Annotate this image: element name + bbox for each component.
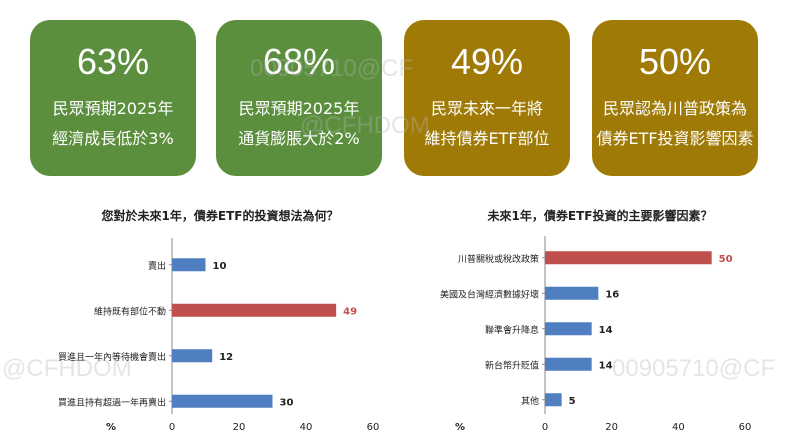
bar <box>545 322 592 336</box>
stat-value: 68% <box>262 41 336 82</box>
stat-label-line1: 民眾認為川普政策為 <box>602 99 747 118</box>
category-label: 維持既有部位不動 <box>94 305 166 317</box>
bar <box>545 251 712 265</box>
bar <box>172 394 273 408</box>
data-label: 50 <box>719 254 733 265</box>
x-tick-label: 40 <box>672 422 685 433</box>
x-tick-label: 0 <box>169 422 175 433</box>
stat-label-line2: 維持債券ETF部位 <box>424 129 550 148</box>
stat-label-line2: 通貨膨脹大於2% <box>238 129 360 148</box>
stat-card-4: 50% 民眾認為川普政策為 債券ETF投資影響因素 <box>592 20 758 176</box>
category-label: 美國及台灣經濟數據好壞 <box>440 288 539 300</box>
category-label: 買進且持有超過一年再賣出 <box>58 396 166 408</box>
x-tick-label: 20 <box>233 422 246 433</box>
stat-value: 63% <box>76 41 150 82</box>
category-label: 買進且一年內等待機會賣出 <box>58 351 166 363</box>
x-tick-label: 40 <box>300 422 313 433</box>
category-label: 其他 <box>521 395 539 407</box>
stat-label-line2: 經濟成長低於3% <box>52 129 174 148</box>
data-label: 14 <box>599 325 613 336</box>
data-label: 12 <box>219 352 233 363</box>
category-label: 賣出 <box>148 260 166 272</box>
x-tick-label: 60 <box>367 422 380 433</box>
chart-1-title: 您對於未來1年，債券ETF的投資想法為何？ <box>101 209 339 223</box>
x-axis-label: % <box>106 422 116 433</box>
stat-label-line2: 債券ETF投資影響因素 <box>596 129 754 148</box>
category-label: 新台幣升貶值 <box>485 359 539 371</box>
data-label: 16 <box>605 289 619 300</box>
data-label: 14 <box>599 360 613 371</box>
bar <box>172 303 337 317</box>
stat-value: 50% <box>638 41 712 82</box>
stat-label-line1: 民眾預期2025年 <box>52 99 174 118</box>
bar <box>172 349 213 363</box>
stat-label-line1: 民眾預期2025年 <box>238 99 360 118</box>
data-label: 5 <box>569 396 576 407</box>
x-tick-label: 20 <box>605 422 618 433</box>
stat-value: 49% <box>450 41 524 82</box>
category-label: 聯準會升降息 <box>485 324 539 336</box>
bar <box>172 258 206 272</box>
chart-1: 賣出 10 維持既有部位不動 49 買進且一年內等待機會賣出 12 買進且持有超過一年再賣出… <box>58 238 380 433</box>
stat-label-line1: 民眾未來一年將 <box>430 99 543 118</box>
category-label: 川普關稅或稅改政策 <box>458 253 539 265</box>
data-label: 30 <box>280 397 294 408</box>
stat-card-3: 49% 民眾未來一年將 維持債券ETF部位 <box>404 20 570 176</box>
data-label: 49 <box>343 306 357 317</box>
data-label: 10 <box>213 261 227 272</box>
stat-card-1: 63% 民眾預期2025年 經濟成長低於3% <box>30 20 196 176</box>
stat-card-2: 68% 民眾預期2025年 通貨膨脹大於2% <box>216 20 382 176</box>
x-axis-label: % <box>455 422 465 433</box>
bar <box>545 393 562 407</box>
chart-2-title: 未來1年，債券ETF投資的主要影響因素？ <box>487 209 713 223</box>
bar <box>545 286 599 300</box>
x-tick-label: 0 <box>542 422 548 433</box>
bar <box>545 357 592 371</box>
x-tick-label: 60 <box>739 422 752 433</box>
